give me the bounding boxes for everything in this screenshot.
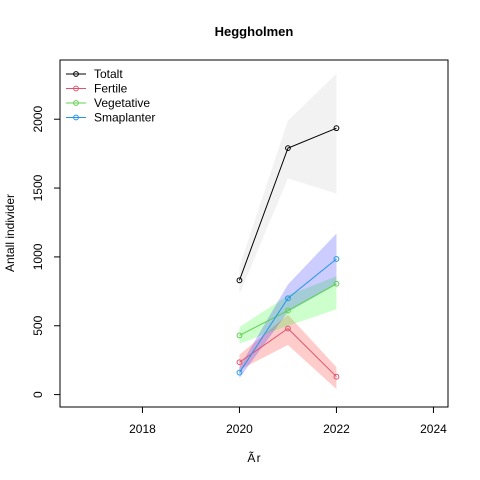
y-tick-label: 1500 (31, 174, 45, 201)
legend: TotaltFertileVegetativeSmaplanter (66, 67, 155, 125)
y-axis-label: Antall individer (3, 194, 17, 272)
legend-label-vegetative: Vegetative (94, 96, 150, 110)
y-tick-label: 500 (31, 315, 45, 335)
x-tick-label: 2018 (129, 422, 156, 436)
y-tick-label: 1000 (31, 243, 45, 270)
x-tick-label: 2024 (420, 422, 447, 436)
x-axis: 2018 2020 2022 2024 (129, 407, 447, 436)
y-tick-label: 2000 (31, 106, 45, 133)
legend-label-totalt: Totalt (94, 67, 123, 81)
legend-label-smaplanter: Smaplanter (94, 111, 155, 125)
x-tick-label: 2022 (323, 422, 350, 436)
x-tick-label: 2020 (226, 422, 253, 436)
x-axis-label: Ã r (247, 451, 260, 465)
y-axis: 0 500 1000 1500 2000 (31, 106, 60, 398)
chart-title: Heggholmen (215, 24, 294, 39)
legend-label-fertile: Fertile (94, 82, 128, 96)
confidence-bands (239, 74, 336, 389)
y-tick-label: 0 (31, 391, 45, 398)
